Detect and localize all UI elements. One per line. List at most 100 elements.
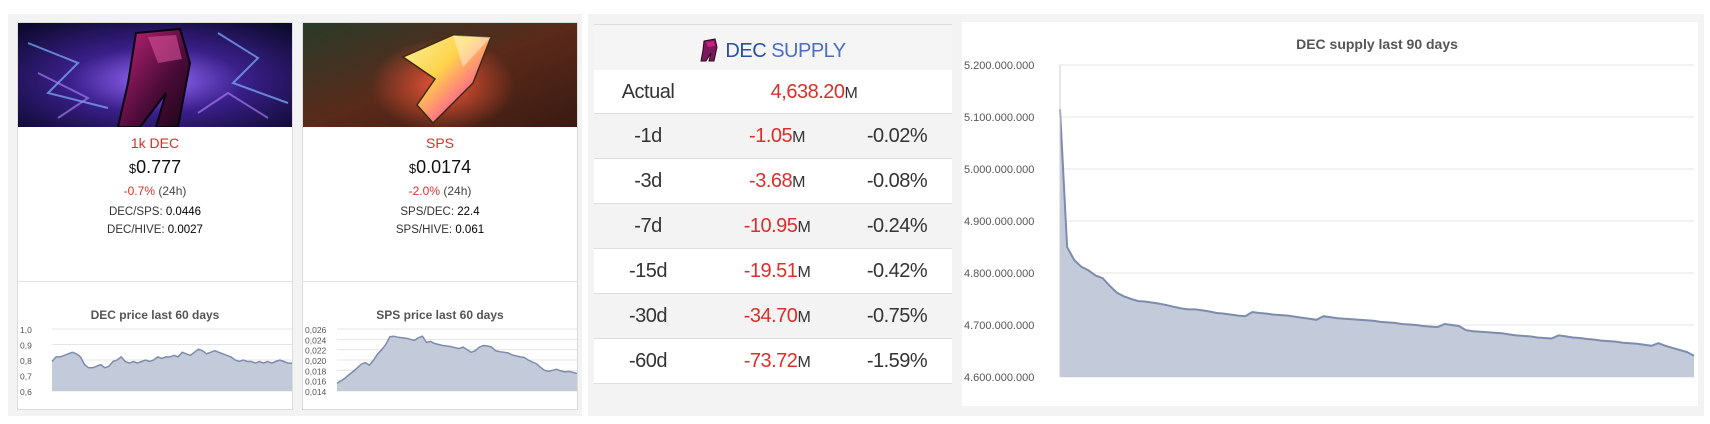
change-period: (24h) — [443, 184, 472, 198]
y-tick-label: 0,024 — [305, 335, 327, 345]
supply-row: -3d -3.68M -0.08% — [594, 159, 952, 204]
supply-table-title: DEC SUPPLY — [700, 38, 846, 63]
supply-row: -7d -10.95M -0.24% — [594, 204, 952, 249]
dec-hive-ratio: DEC/HIVE: 0.0027 — [18, 224, 292, 236]
dec-supply-chart: DEC supply last 90 days 5.200.000.000 5.10… — [964, 36, 1695, 384]
row-period: -7d — [634, 215, 662, 237]
row-change-value: -1.05 — [749, 125, 793, 147]
title-dec: DEC — [725, 40, 767, 62]
actual-supply-value: 4,638.20 — [770, 81, 845, 103]
y-tick-label: 4.600.000.000 — [964, 372, 1034, 384]
dec-chart-title: DEC price last 60 days — [90, 308, 220, 322]
sps-token-name: SPS — [425, 135, 454, 151]
actual-supply: 4,638.20M — [734, 81, 894, 104]
dec-change: -0.7% (24h) — [18, 184, 292, 198]
dec-crystal-art — [18, 23, 292, 127]
ratio-label: DEC/HIVE: — [107, 224, 165, 236]
dec-price-value: 0.777 — [136, 157, 182, 177]
unit-label: M — [792, 174, 805, 191]
divider — [303, 281, 577, 282]
chart-title: DEC supply last 90 days — [1296, 36, 1458, 52]
sps-price-value: 0.0174 — [416, 157, 472, 177]
area-fill — [52, 349, 292, 391]
y-tick-label: 4.800.000.000 — [964, 268, 1034, 280]
sps-price: $0.0174 — [303, 157, 577, 178]
row-change: -34.70M — [702, 305, 852, 328]
y-tick-label: 0,9 — [20, 341, 32, 351]
ratio-value: 0.0027 — [167, 224, 203, 236]
y-tick-label: 0,026 — [305, 325, 327, 335]
sps-price-card[interactable]: SPS $0.0174 -2.0% (24h) SPS/DEC: 22.4 SP… — [302, 22, 578, 410]
area-fill — [337, 336, 577, 391]
row-percent: -0.42% — [866, 260, 928, 282]
y-tick-label: 0,8 — [20, 356, 32, 366]
sps-chart-title: SPS price last 60 days — [376, 308, 504, 322]
dec-price-card[interactable]: 1k DEC $0.777 -0.7% (24h) DEC/SPS: 0.044… — [17, 22, 293, 410]
y-tick-label: 0,7 — [20, 372, 32, 382]
row-change-value: -19.51 — [743, 260, 798, 282]
unit-label: M — [792, 129, 805, 146]
currency-symbol: $ — [128, 161, 137, 176]
unit-label: M — [797, 264, 811, 281]
series-line — [51, 348, 292, 369]
row-percent: -0.02% — [866, 125, 928, 147]
title-supply: SUPPLY — [771, 40, 846, 62]
dec-price: $0.777 — [18, 157, 292, 178]
change-period: (24h) — [158, 184, 187, 198]
currency-symbol: $ — [408, 161, 417, 176]
supply-row: -30d -34.70M -0.75% — [594, 294, 952, 339]
row-period: -30d — [628, 305, 668, 327]
series-line — [336, 335, 577, 384]
y-tick-label: 0,020 — [305, 356, 327, 366]
sps-hive-ratio: SPS/HIVE: 0.061 — [303, 224, 577, 236]
dec-sps-ratio: DEC/SPS: 0.0446 — [18, 206, 292, 218]
y-tick-label: 0,022 — [305, 346, 327, 356]
supply-row: -1d -1.05M -0.02% — [594, 114, 952, 159]
supply-chart-card: DEC supply last 90 days 5.200.000.000 5.10… — [962, 22, 1698, 406]
ratio-label: DEC/SPS: — [108, 206, 163, 218]
y-tick-label: 0,016 — [305, 377, 327, 387]
supply-row: -60d -73.72M -1.59% — [594, 339, 952, 384]
dec-change-value: -0.7% — [123, 184, 155, 198]
y-tick-label: 0,014 — [305, 387, 327, 397]
y-tick-label: 1,0 — [20, 325, 32, 335]
row-period: -3d — [634, 170, 662, 192]
supply-row-actual: Actual 4,638.20M — [594, 70, 952, 114]
dec-price-chart: 1,0 0,9 0,8 0,7 0,6 — [20, 325, 292, 397]
row-change: -1.05M — [702, 125, 852, 148]
y-tick-label: 5.200.000.000 — [964, 60, 1034, 72]
unit-label: M — [797, 219, 811, 236]
row-period: -60d — [628, 350, 668, 372]
sps-change: -2.0% (24h) — [303, 184, 577, 198]
row-change-value: -73.72 — [743, 350, 798, 372]
row-percent: -0.75% — [866, 305, 928, 327]
ratio-value: 0.0446 — [165, 206, 202, 218]
row-change-value: -10.95 — [743, 215, 798, 237]
y-tick-label: 5.000.000.000 — [964, 164, 1034, 176]
area-fill — [1060, 109, 1694, 377]
unit-label: M — [844, 85, 858, 102]
row-percent: -0.24% — [866, 215, 928, 237]
row-change: -3.68M — [702, 170, 852, 193]
row-period: -15d — [628, 260, 668, 282]
series-line — [1059, 109, 1695, 357]
y-tick-label: 4.900.000.000 — [964, 216, 1034, 228]
row-change-value: -3.68 — [749, 170, 793, 192]
sps-crystal-art — [303, 23, 577, 127]
y-tick-label: 0,018 — [305, 366, 327, 376]
ratio-label: SPS/HIVE: — [395, 224, 453, 236]
row-period: -1d — [634, 125, 662, 147]
y-tick-label: 4.700.000.000 — [964, 320, 1034, 332]
sps-dec-ratio: SPS/DEC: 22.4 — [303, 206, 577, 218]
row-change: -10.95M — [702, 215, 852, 238]
unit-label: M — [797, 309, 811, 326]
supply-row: -15d -19.51M -0.42% — [594, 249, 952, 294]
sps-change-value: -2.0% — [408, 184, 440, 198]
ratio-value: 22.4 — [457, 206, 480, 218]
row-change-value: -34.70 — [743, 305, 798, 327]
row-percent: -0.08% — [866, 170, 928, 192]
dec-token-name: 1k DEC — [130, 135, 180, 151]
dec-logo-icon — [700, 38, 718, 62]
row-change: -19.51M — [702, 260, 852, 283]
